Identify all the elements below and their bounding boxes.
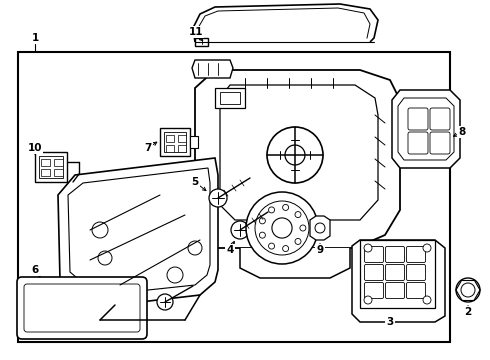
Bar [178, 145, 186, 152]
Text: 2: 2 [465, 307, 472, 317]
Text: 3: 3 [387, 317, 393, 327]
Text: 4: 4 [226, 245, 234, 255]
Circle shape [188, 241, 202, 255]
Text: 1: 1 [31, 33, 39, 43]
Bar [178, 135, 186, 142]
Polygon shape [215, 88, 245, 108]
FancyBboxPatch shape [430, 132, 450, 154]
Polygon shape [160, 128, 190, 156]
Circle shape [269, 207, 274, 213]
Polygon shape [58, 158, 218, 305]
Circle shape [456, 278, 480, 302]
Polygon shape [39, 156, 63, 178]
Circle shape [98, 251, 112, 265]
Text: 10: 10 [28, 143, 42, 153]
FancyBboxPatch shape [407, 247, 425, 262]
FancyBboxPatch shape [365, 283, 384, 298]
FancyBboxPatch shape [24, 284, 140, 332]
Text: 7: 7 [145, 143, 152, 153]
Circle shape [315, 223, 325, 233]
Polygon shape [398, 98, 454, 160]
Text: 11: 11 [189, 27, 203, 37]
FancyBboxPatch shape [408, 132, 428, 154]
Circle shape [272, 218, 292, 238]
Circle shape [167, 267, 183, 283]
Circle shape [364, 296, 372, 304]
Circle shape [259, 218, 266, 224]
Circle shape [300, 225, 306, 231]
Text: 5: 5 [192, 177, 198, 187]
Circle shape [283, 246, 289, 252]
Circle shape [283, 204, 289, 211]
Circle shape [295, 238, 301, 244]
Bar [41, 159, 50, 166]
Text: 9: 9 [317, 245, 323, 255]
Polygon shape [195, 70, 400, 248]
Polygon shape [164, 132, 186, 152]
Polygon shape [35, 152, 67, 182]
Circle shape [157, 294, 173, 310]
Circle shape [92, 222, 108, 238]
Circle shape [461, 283, 475, 297]
Text: 6: 6 [31, 265, 39, 275]
FancyBboxPatch shape [407, 283, 425, 298]
Text: 8: 8 [458, 127, 466, 137]
Circle shape [364, 244, 372, 252]
Bar [41, 169, 50, 176]
FancyBboxPatch shape [17, 277, 147, 339]
Polygon shape [68, 168, 210, 293]
Bar [54, 169, 63, 176]
Polygon shape [195, 38, 208, 46]
Circle shape [209, 189, 227, 207]
FancyBboxPatch shape [386, 283, 405, 298]
Circle shape [259, 232, 266, 238]
Polygon shape [192, 60, 233, 78]
Polygon shape [193, 4, 378, 42]
Circle shape [285, 145, 305, 165]
Polygon shape [220, 92, 240, 104]
FancyBboxPatch shape [407, 265, 425, 280]
FancyBboxPatch shape [386, 265, 405, 280]
FancyBboxPatch shape [365, 247, 384, 262]
Circle shape [295, 212, 301, 217]
FancyBboxPatch shape [408, 108, 428, 130]
FancyBboxPatch shape [386, 247, 405, 262]
Polygon shape [352, 240, 445, 322]
Circle shape [267, 127, 323, 183]
Circle shape [255, 201, 309, 255]
Polygon shape [392, 90, 460, 168]
Bar [166, 135, 174, 142]
Bar [166, 145, 174, 152]
FancyBboxPatch shape [430, 108, 450, 130]
Circle shape [231, 221, 249, 239]
Bar [54, 159, 63, 166]
Polygon shape [360, 240, 435, 308]
Polygon shape [310, 216, 330, 240]
Polygon shape [190, 136, 198, 148]
Circle shape [269, 243, 274, 249]
Polygon shape [220, 85, 378, 220]
Bar [18, 52, 450, 342]
Circle shape [423, 244, 431, 252]
FancyBboxPatch shape [365, 265, 384, 280]
Polygon shape [240, 248, 350, 278]
Circle shape [246, 192, 318, 264]
Circle shape [423, 296, 431, 304]
